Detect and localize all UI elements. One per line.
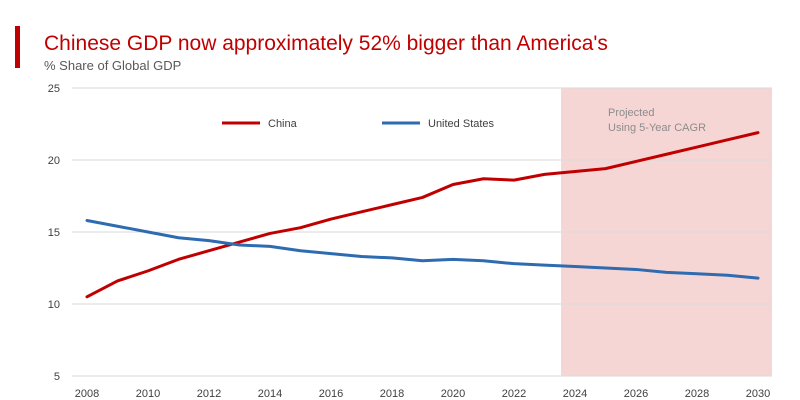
y-axis-ticks: 5 10 15 20 25 (48, 83, 60, 383)
series-line-china (85, 131, 760, 299)
x-tick-label: 2018 (380, 388, 404, 400)
series-united-states (85, 218, 760, 280)
legend-label-united-states: United States (428, 118, 495, 130)
y-tick-label: 10 (48, 299, 60, 311)
series-lines (85, 131, 760, 299)
x-tick-label: 2030 (746, 388, 770, 400)
projection-label-line1: Projected (608, 107, 654, 119)
x-tick-label: 2014 (258, 388, 282, 400)
x-tick-label: 2016 (319, 388, 343, 400)
title-accent-bar (15, 26, 20, 68)
x-tick-label: 2024 (563, 388, 587, 400)
chart-subtitle: % Share of Global GDP (44, 58, 181, 73)
legend-item-united-states: United States (382, 118, 495, 130)
x-tick-label: 2020 (441, 388, 465, 400)
x-tick-label: 2008 (75, 388, 99, 400)
x-axis-ticks: 2008 2010 2012 2014 2016 2018 2020 2022 2024 2026… (75, 388, 770, 400)
y-tick-label: 15 (48, 227, 60, 239)
x-tick-label: 2026 (624, 388, 648, 400)
series-line-united-states (85, 218, 760, 280)
x-tick-label: 2010 (136, 388, 160, 400)
x-tick-label: 2028 (685, 388, 709, 400)
legend: China United States (222, 118, 495, 130)
series-china (85, 131, 760, 299)
grid-lines (72, 87, 772, 377)
y-tick-label: 25 (48, 83, 60, 95)
x-tick-label: 2022 (502, 388, 526, 400)
projection-label-line2: Using 5-Year CAGR (608, 122, 706, 134)
y-tick-label: 5 (54, 371, 60, 383)
legend-item-china: China (222, 118, 298, 130)
y-tick-label: 20 (48, 155, 60, 167)
legend-label-china: China (268, 118, 298, 130)
chart-title: Chinese GDP now approximately 52% bigger… (44, 32, 608, 55)
x-tick-label: 2012 (197, 388, 221, 400)
